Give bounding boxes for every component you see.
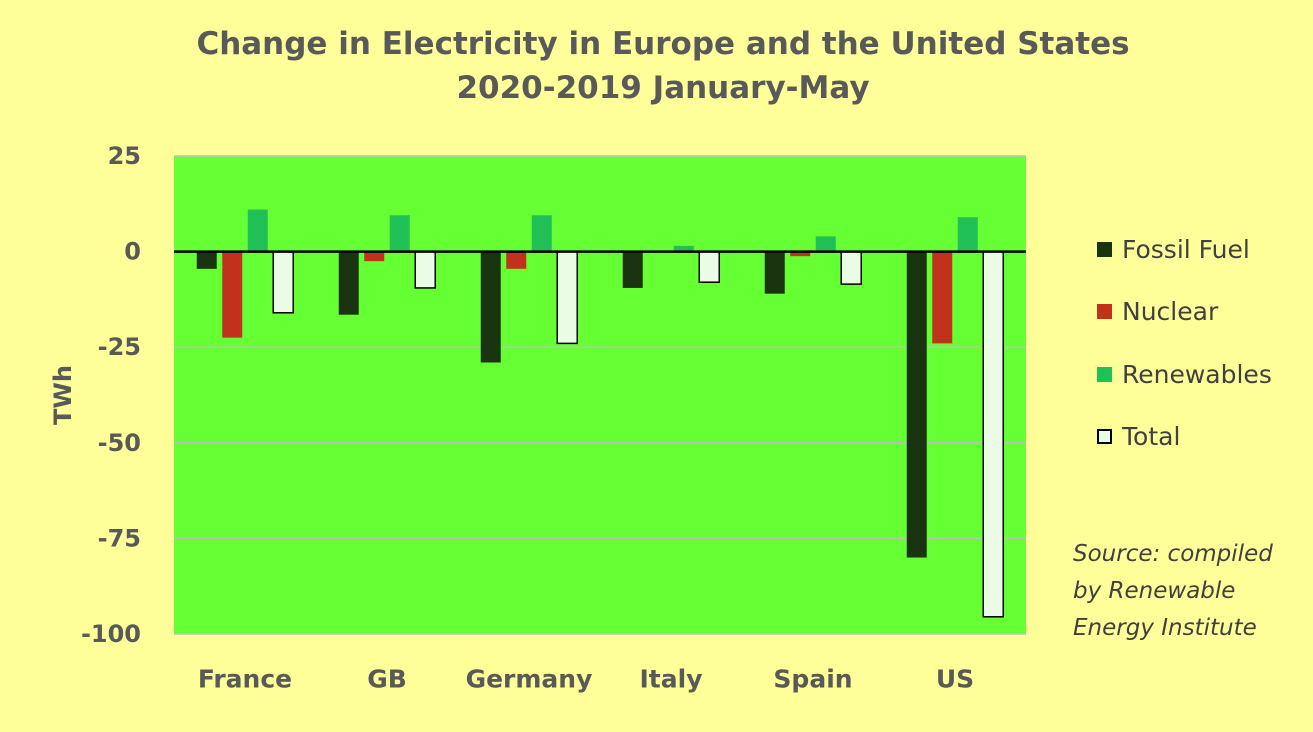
bar-nuclear-france [222, 251, 243, 338]
bar-total-italy [698, 250, 720, 283]
bar-total-france [272, 250, 294, 314]
source-line: Source: compiled [1073, 541, 1273, 567]
legend-item: Renewables [1097, 343, 1272, 406]
bar-renewables-spain [815, 236, 836, 252]
bar-renewables-italy [673, 245, 694, 252]
category-label: GB [367, 665, 407, 694]
bar-fossil-fuel-gb [338, 251, 359, 315]
legend-label: Total [1122, 422, 1181, 452]
y-tick-label: -25 [98, 333, 141, 361]
bar-fossil-fuel-germany [480, 251, 501, 363]
source-line: by Renewable [1073, 578, 1236, 604]
bar-fossil-fuel-italy [622, 251, 643, 288]
y-tick-label: 0 [124, 238, 141, 266]
bar-nuclear-germany [506, 251, 527, 269]
legend-item: Total [1097, 406, 1272, 469]
chart-title: Change in Electricity in Europe and the … [0, 22, 1313, 110]
bar-renewables-france [247, 209, 268, 252]
chart-subtitle: 2020-2019 January-May [456, 70, 870, 106]
bar-total-germany [556, 250, 578, 345]
bars [196, 209, 1004, 618]
plot-area [174, 156, 1026, 634]
bar-renewables-gb [389, 215, 410, 252]
gridlines [174, 155, 1026, 635]
bar-total-us [982, 250, 1004, 618]
category-label: Spain [773, 665, 852, 694]
legend-item: Fossil Fuel [1097, 218, 1272, 281]
y-tick-label: 25 [108, 142, 141, 170]
legend-swatch [1097, 304, 1112, 320]
bar-renewables-germany [531, 215, 552, 252]
legend-swatch [1097, 429, 1112, 445]
legend-label: Nuclear [1122, 297, 1219, 327]
y-axis-label: TWh [49, 365, 77, 425]
legend-label: Renewables [1122, 359, 1272, 389]
bar-total-spain [840, 250, 862, 285]
legend-item: Nuclear [1097, 281, 1272, 344]
category-label: Italy [640, 665, 703, 694]
y-axis-ticks: 25 0 -25 -50 -75 -100 [81, 142, 141, 648]
source-line: Energy Institute [1073, 615, 1257, 641]
y-tick-label: -100 [81, 620, 141, 648]
legend: Fossil Fuel Nuclear Renewables Total [1097, 218, 1272, 468]
chart-title-line-1: Change in Electricity in Europe and the … [196, 26, 1130, 62]
legend-swatch [1097, 241, 1112, 257]
legend-label: Fossil Fuel [1122, 234, 1250, 264]
legend-swatch [1097, 366, 1112, 382]
bar-fossil-fuel-spain [764, 251, 785, 294]
category-label: France [198, 665, 292, 694]
bar-nuclear-us [932, 251, 953, 344]
bar-total-gb [414, 250, 436, 289]
source-note: Source: compiled by Renewable Energy Insti… [1073, 536, 1273, 647]
y-tick-label: -75 [98, 524, 141, 552]
bar-nuclear-spain [790, 251, 811, 257]
bar-fossil-fuel-us [906, 251, 927, 558]
category-label: US [936, 665, 974, 694]
y-tick-label: -50 [98, 429, 141, 457]
bar-nuclear-gb [364, 251, 385, 262]
x-axis-categories: France GB Germany Italy Spain US [198, 665, 974, 694]
bar-renewables-us [957, 217, 978, 252]
category-label: Germany [466, 665, 593, 694]
bar-fossil-fuel-france [196, 251, 217, 269]
